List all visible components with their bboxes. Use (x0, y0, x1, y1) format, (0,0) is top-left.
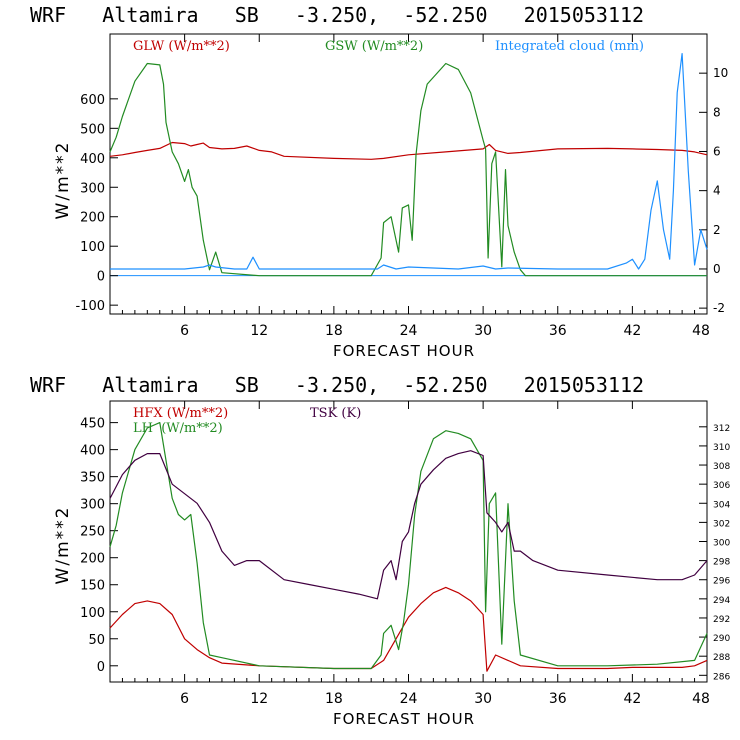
x-tick-label: 24 (400, 691, 418, 707)
y-tick-label: 150 (80, 579, 105, 594)
y2-tick-label: 10 (713, 66, 728, 80)
x-tick-label: 12 (250, 691, 268, 707)
top-x-axis: 6 12 18 24 30 36 42 48 (121, 34, 710, 339)
x-tick-label: 18 (325, 323, 343, 339)
x-tick-label: 42 (623, 691, 641, 707)
top-ylabel: W/m**2 (53, 141, 73, 220)
x-tick-label: 6 (180, 691, 189, 707)
x-tick-label: 18 (325, 691, 343, 707)
bottom-y-axis-right: 286 288 290 292 294 296 298 300 302 304 306 308 310 3… (699, 424, 730, 682)
legend-hfx: HFX (W/m**2) (133, 406, 228, 421)
top-y-axis-left: -100 0 100 200 300 400 500 600 (75, 93, 118, 314)
legend-tsk: TSK (K) (310, 406, 361, 421)
y2-tick-label: 6 (713, 144, 721, 158)
y-tick-label: 100 (80, 240, 105, 255)
y2-tick-label: 2 (713, 223, 721, 237)
y2-tick-label: 312 (713, 424, 730, 434)
legend-glw: GLW (W/m**2) (133, 39, 230, 54)
series-line-hfx (109, 586, 708, 672)
panel-bottom: WRF Altamira SB -3.250, -52.250 20150531… (30, 373, 730, 728)
bottom-ylabel: W/m**2 (53, 506, 73, 585)
y2-tick-label: 300 (713, 539, 730, 549)
bottom-xlabel: FORECAST HOUR (333, 710, 475, 728)
y2-tick-label: 306 (713, 481, 730, 491)
x-tick-label: 12 (250, 323, 268, 339)
y2-tick-label: 4 (713, 184, 721, 198)
y2-tick-label: 296 (713, 577, 730, 587)
x-tick-label: 24 (400, 323, 418, 339)
y-tick-label: 0 (97, 270, 105, 285)
series-line-gsw (109, 62, 707, 277)
top-xlabel: FORECAST HOUR (333, 342, 475, 360)
y-tick-label: 500 (80, 122, 105, 137)
y-tick-label: 0 (97, 660, 105, 675)
y2-tick-label: 310 (713, 443, 730, 453)
legend-gsw: GSW (W/m**2) (325, 39, 423, 54)
x-tick-label: 36 (549, 323, 567, 339)
x-tick-label: 42 (623, 323, 641, 339)
panel-top: WRF Altamira SB -3.250, -52.250 20150531… (30, 3, 728, 360)
y-tick-label: 250 (80, 525, 105, 540)
top-plot-frame (109, 33, 708, 315)
bottom-series-group (109, 422, 708, 672)
series-line-tsk (109, 450, 708, 600)
y-tick-label: 450 (80, 417, 105, 432)
series-line-lh (109, 422, 708, 670)
x-tick-label: 48 (692, 691, 710, 707)
series-line-glw (109, 141, 708, 160)
y-tick-label: 50 (88, 633, 105, 648)
legend-lh: LH (W/m**2) (133, 421, 223, 436)
y2-tick-label: 302 (713, 519, 730, 529)
bottom-y-axis-left: 0 50 100 150 200 250 300 350 400 450 (80, 417, 118, 675)
y-tick-label: -100 (75, 299, 105, 314)
y2-tick-label: 294 (713, 596, 730, 606)
y-tick-label: 350 (80, 471, 105, 486)
y2-tick-label: -2 (713, 301, 725, 315)
y2-tick-label: 290 (713, 634, 730, 644)
bottom-plot-frame (109, 400, 708, 683)
y-tick-label: 200 (80, 211, 105, 226)
x-tick-label: 6 (180, 323, 189, 339)
legend-cloud: Integrated cloud (mm) (495, 39, 644, 54)
y2-tick-label: 288 (713, 653, 730, 663)
y-tick-label: 400 (80, 152, 105, 167)
y2-tick-label: 0 (713, 262, 721, 276)
x-tick-label: 48 (692, 323, 710, 339)
y2-tick-label: 286 (713, 672, 730, 682)
top-title: WRF Altamira SB -3.250, -52.250 20150531… (30, 3, 644, 27)
y-tick-label: 300 (80, 498, 105, 513)
x-tick-label: 36 (549, 691, 567, 707)
x-tick-label: 30 (474, 691, 492, 707)
series-line-integrated (110, 52, 708, 270)
y-tick-label: 200 (80, 552, 105, 567)
bottom-x-axis: 6 12 18 24 30 36 42 48 (121, 401, 710, 707)
x-tick-label: 30 (474, 323, 492, 339)
top-series-group (109, 52, 708, 277)
y-tick-label: 400 (80, 444, 105, 459)
y-tick-label: 300 (80, 181, 105, 196)
y2-tick-label: 308 (713, 462, 730, 472)
y-tick-label: 100 (80, 606, 105, 621)
bottom-title: WRF Altamira SB -3.250, -52.250 20150531… (30, 373, 644, 397)
y2-tick-label: 304 (713, 500, 730, 510)
y2-tick-label: 292 (713, 615, 730, 625)
y-tick-label: 600 (80, 93, 105, 108)
y2-tick-label: 8 (713, 105, 721, 119)
y2-tick-label: 298 (713, 558, 730, 568)
top-y-axis-right: -2 0 2 4 6 8 10 (699, 66, 728, 315)
